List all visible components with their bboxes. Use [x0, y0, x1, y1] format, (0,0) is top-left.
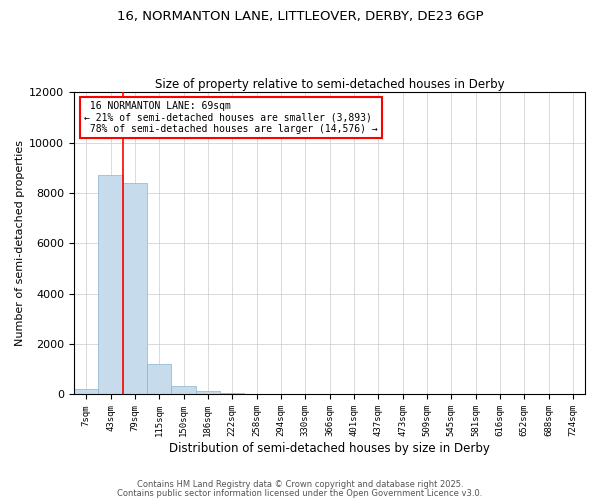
Text: Contains public sector information licensed under the Open Government Licence v3: Contains public sector information licen… — [118, 488, 482, 498]
Y-axis label: Number of semi-detached properties: Number of semi-detached properties — [15, 140, 25, 346]
Text: 16, NORMANTON LANE, LITTLEOVER, DERBY, DE23 6GP: 16, NORMANTON LANE, LITTLEOVER, DERBY, D… — [116, 10, 484, 23]
X-axis label: Distribution of semi-detached houses by size in Derby: Distribution of semi-detached houses by … — [169, 442, 490, 455]
Bar — [74, 390, 98, 394]
Text: 16 NORMANTON LANE: 69sqm
← 21% of semi-detached houses are smaller (3,893)
 78% : 16 NORMANTON LANE: 69sqm ← 21% of semi-d… — [84, 101, 378, 134]
Bar — [220, 392, 244, 394]
Bar — [147, 364, 172, 394]
Title: Size of property relative to semi-detached houses in Derby: Size of property relative to semi-detach… — [155, 78, 505, 91]
Bar — [122, 183, 147, 394]
Bar — [196, 392, 220, 394]
Bar — [172, 386, 196, 394]
Bar — [98, 176, 122, 394]
Text: Contains HM Land Registry data © Crown copyright and database right 2025.: Contains HM Land Registry data © Crown c… — [137, 480, 463, 489]
